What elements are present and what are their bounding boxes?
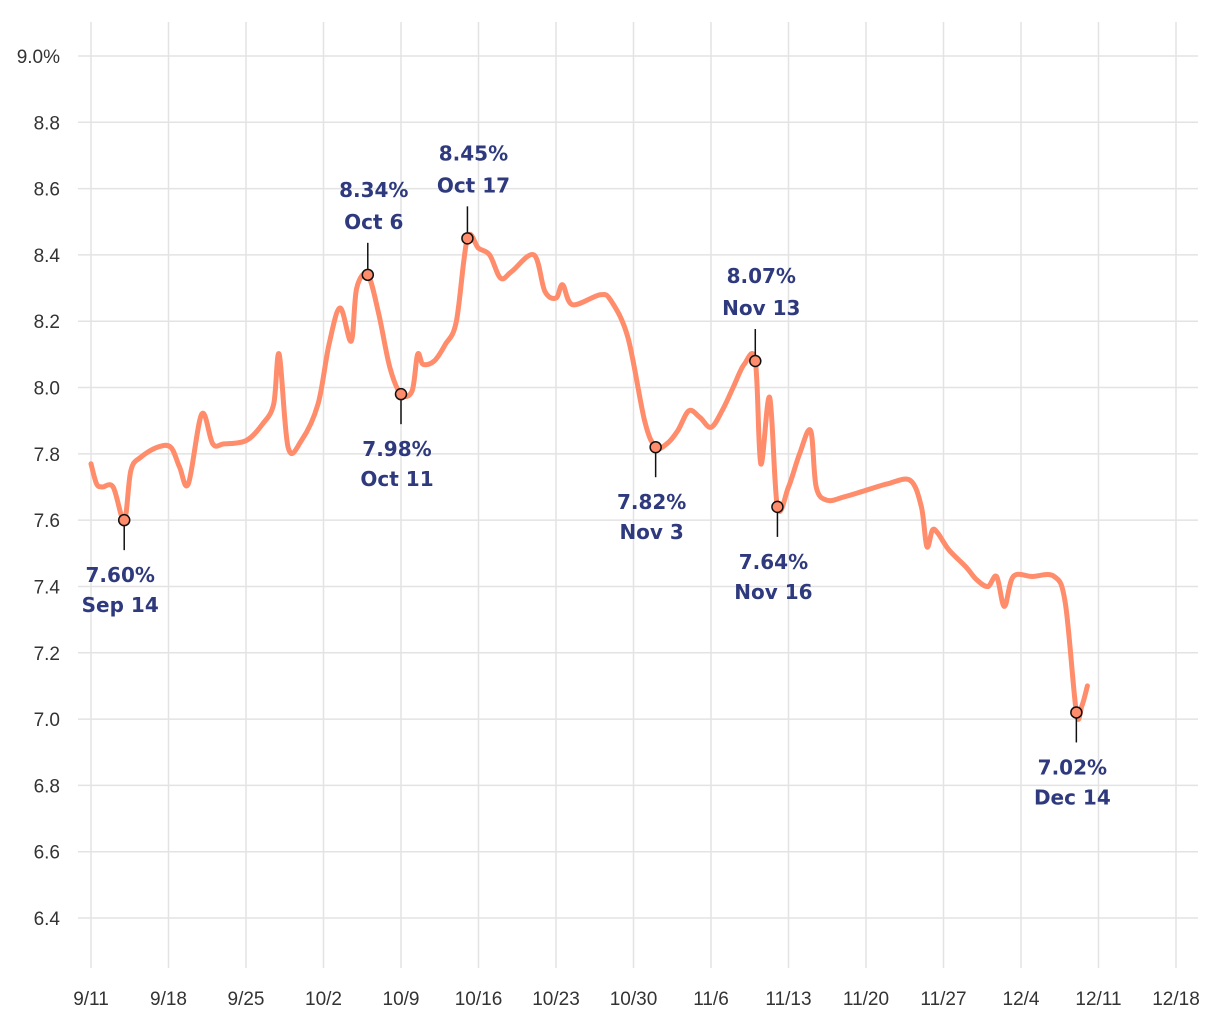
- y-tick-label: 6.4: [34, 909, 61, 930]
- y-tick-label: 8.6: [34, 180, 60, 201]
- callout-value: 8.07%: [727, 264, 796, 288]
- x-tick-label: 11/27: [920, 989, 966, 1010]
- y-tick-label: 7.0: [34, 710, 60, 731]
- x-tick-label: 10/2: [305, 989, 342, 1010]
- callout-date: Nov 3: [619, 520, 683, 544]
- x-tick-label: 10/16: [455, 989, 503, 1010]
- callout-oct-17: 8.45% Oct 17: [437, 141, 510, 245]
- callout-date: Oct 6: [344, 210, 403, 234]
- callout-date: Nov 13: [722, 296, 800, 320]
- callout-nov-16: 7.64% Nov 16: [734, 500, 813, 604]
- y-tick-label: 8.2: [34, 312, 60, 333]
- x-tick-label: 12/11: [1075, 989, 1121, 1010]
- callout-sep-14: 7.60% Sep 14: [82, 513, 159, 617]
- callout-value: 8.34%: [339, 178, 408, 202]
- x-tick-label: 10/23: [532, 989, 580, 1010]
- y-tick-label: 7.2: [34, 644, 60, 665]
- callout-date: Oct 17: [437, 173, 510, 197]
- callout-value: 7.82%: [617, 490, 686, 514]
- callout-nov-13: 8.07% Nov 13: [722, 264, 800, 368]
- callout-value: 7.02%: [1038, 755, 1107, 779]
- x-tick-label: 11/6: [693, 989, 729, 1010]
- y-tick-label: 6.8: [34, 776, 60, 797]
- y-tick-label: 6.6: [34, 843, 60, 864]
- series: [88, 231, 1090, 722]
- callout-date: Nov 16: [734, 580, 812, 604]
- y-tick-label: 8.4: [34, 246, 61, 267]
- y-tick-label: 8.8: [34, 113, 60, 134]
- x-tick-label: 12/4: [1003, 989, 1040, 1010]
- callout-dec-14: 7.02% Dec 14: [1034, 706, 1111, 809]
- x-tick-label: 9/18: [150, 989, 187, 1010]
- annotations: 7.60% Sep 14 8.34% Oct 6 7.98% Oct 11 8.45% Oct…: [82, 141, 1111, 809]
- callout-value: 7.98%: [362, 437, 431, 461]
- y-tick-label: 7.4: [34, 577, 61, 598]
- axes: 9.0% 8.8 8.6 8.4 8.2 8.0 7.8 7.6 7.4 7.2 7.0 6.8 6.6…: [17, 47, 1200, 1010]
- callout-oct-11: 7.98% Oct 11: [360, 387, 434, 491]
- callout-oct-6: 8.34% Oct 6: [339, 178, 408, 282]
- callout-marker: [394, 387, 408, 401]
- x-tick-label: 11/20: [843, 989, 889, 1010]
- y-tick-label: 7.6: [34, 511, 60, 532]
- callout-marker: [117, 513, 131, 527]
- y-tick-label: 8.0: [34, 379, 60, 400]
- y-tick-label: 9.0%: [17, 47, 60, 68]
- callout-marker: [771, 500, 784, 514]
- callout-marker: [749, 354, 762, 368]
- callout-nov-3: 7.82% Nov 3: [617, 440, 686, 544]
- x-tick-label: 10/9: [383, 989, 420, 1010]
- x-tick-label: 9/11: [73, 989, 109, 1010]
- y-tick-label: 7.8: [34, 445, 60, 466]
- callout-date: Dec 14: [1034, 785, 1111, 809]
- callout-value: 8.45%: [439, 141, 508, 165]
- x-tick-label: 9/25: [228, 989, 265, 1010]
- callout-value: 7.60%: [86, 563, 155, 587]
- callout-marker: [649, 440, 662, 454]
- gridlines: [78, 22, 1198, 968]
- x-tick-label: 10/30: [610, 989, 658, 1010]
- callout-marker: [461, 232, 474, 245]
- callout-date: Oct 11: [360, 467, 433, 491]
- callout-marker: [1070, 706, 1083, 719]
- series-line-rate: [88, 231, 1090, 722]
- callout-value: 7.64%: [739, 550, 808, 574]
- callout-date: Sep 14: [82, 593, 159, 617]
- callout-marker: [361, 268, 375, 282]
- x-tick-label: 11/13: [765, 989, 811, 1010]
- x-tick-label: 12/18: [1152, 989, 1200, 1010]
